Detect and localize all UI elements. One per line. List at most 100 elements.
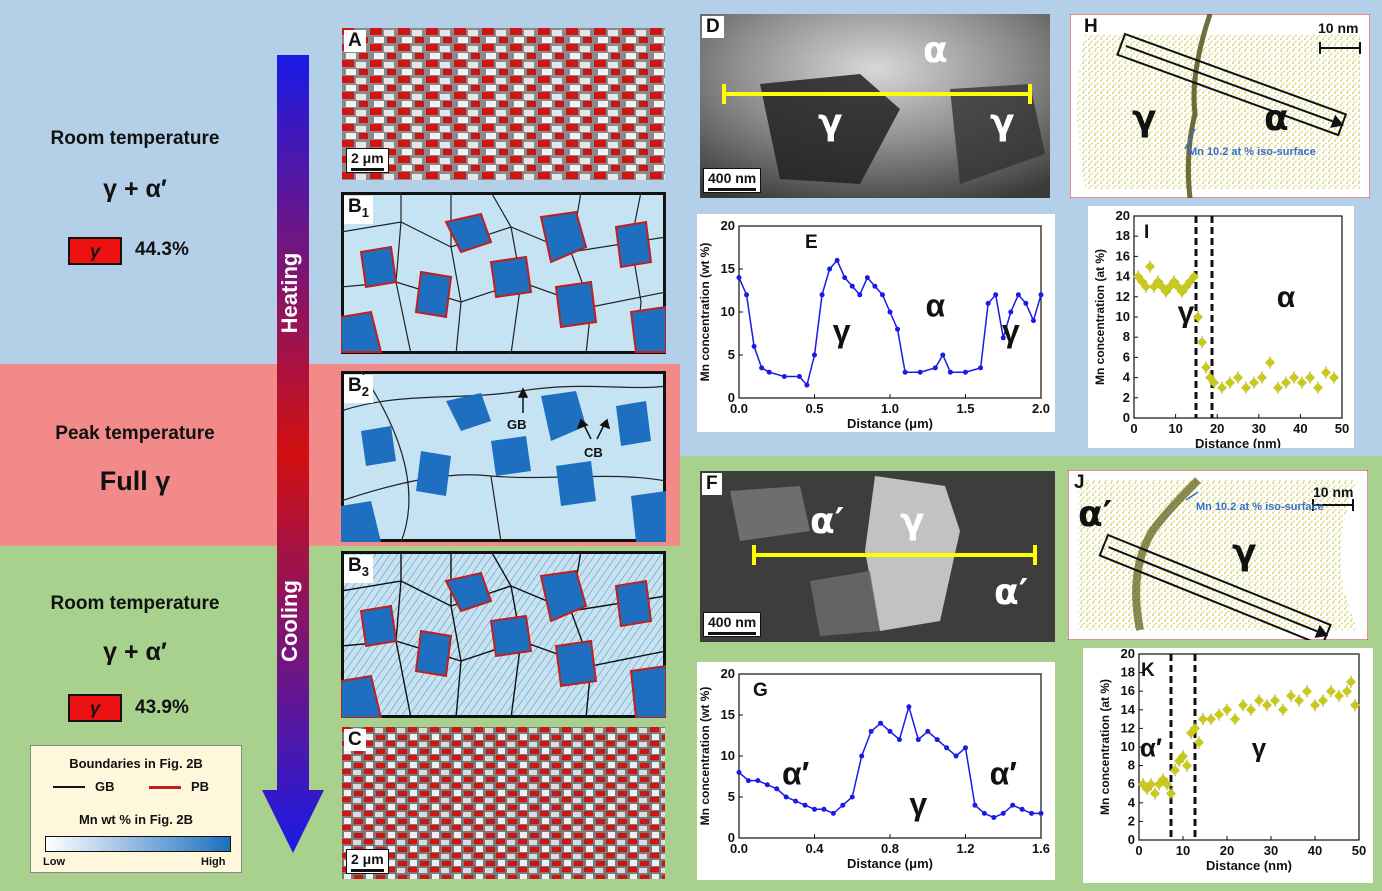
data-point <box>1225 377 1235 388</box>
y-tick-label: 10 <box>1121 739 1135 754</box>
panel-b3-letter-sub: 3 <box>361 563 369 579</box>
x-tick-label: 40 <box>1293 421 1307 436</box>
data-point <box>1000 335 1006 341</box>
x-tick-label: 10 <box>1176 843 1190 858</box>
data-point <box>887 309 893 315</box>
panel-b1-letter-main: B <box>348 196 362 217</box>
phase-annotation: α <box>1277 281 1296 314</box>
data-point <box>1201 362 1211 373</box>
data-point <box>1186 728 1196 739</box>
phase-annotation: γ <box>909 786 927 822</box>
y-tick-label: 20 <box>721 666 735 681</box>
data-point <box>827 266 833 272</box>
panel-b3-schematic <box>341 551 666 718</box>
panel-h-label-alpha: α <box>1264 98 1289 139</box>
panel-h-iso-label: Mn 10.2 at % iso-surface <box>1188 146 1316 158</box>
y-tick-label: 5 <box>728 789 735 804</box>
x-tick-label: 1.2 <box>956 841 974 856</box>
panel-a-letter: A <box>344 30 366 52</box>
panel-b3-letter-main: B <box>348 555 362 576</box>
chart-letter: G <box>753 680 768 701</box>
data-point <box>972 802 978 808</box>
top-gamma-box: γ <box>68 237 122 265</box>
data-point <box>1157 281 1167 292</box>
data-point <box>1178 751 1188 762</box>
data-point <box>755 778 761 784</box>
data-point <box>1321 367 1331 378</box>
data-point <box>759 365 765 371</box>
y-tick-label: 18 <box>1116 228 1130 243</box>
panel-f-label-alpha1: α′ <box>810 501 845 542</box>
data-point <box>1334 690 1344 701</box>
panel-a-map <box>342 28 665 180</box>
peak-state-title: Peak temperature <box>55 423 215 444</box>
panel-a-scale-bar <box>351 168 384 171</box>
y-tick-label: 14 <box>1121 702 1136 717</box>
data-point <box>849 283 855 289</box>
x-tick-label: 0.4 <box>805 841 824 856</box>
data-point <box>774 786 780 792</box>
data-point <box>1286 690 1296 701</box>
data-point <box>1000 810 1006 816</box>
data-point <box>985 300 991 306</box>
phase-annotation: γ <box>1252 732 1267 762</box>
x-tick-label: 30 <box>1252 421 1266 436</box>
data-point <box>1008 309 1014 315</box>
data-point <box>978 365 984 371</box>
data-point <box>932 365 938 371</box>
data-point <box>1029 810 1035 816</box>
y-tick-label: 0 <box>1123 410 1130 425</box>
data-point <box>878 720 884 726</box>
data-point <box>953 753 959 759</box>
x-tick-label: 40 <box>1308 843 1322 858</box>
panel-j-iso-label: Mn 10.2 at % iso-surface <box>1196 501 1324 513</box>
panel-a-scale: 2 μm <box>346 148 389 173</box>
data-point <box>917 369 923 375</box>
data-point <box>1246 704 1256 715</box>
y-tick-label: 0 <box>728 830 735 845</box>
data-point <box>793 798 799 804</box>
data-point <box>766 369 772 375</box>
data-point <box>1262 700 1272 711</box>
data-point <box>830 810 836 816</box>
panel-f-tem <box>700 471 1055 642</box>
x-axis-label: Distance (μm) <box>847 416 933 431</box>
data-point <box>744 292 750 298</box>
y-axis-label: Mn concentration (at %) <box>1098 679 1112 815</box>
x-tick-label: 2.0 <box>1032 401 1050 416</box>
phase-annotation: α′ <box>990 756 1018 792</box>
data-point <box>1185 276 1195 287</box>
phase-annotation: α′ <box>782 756 810 792</box>
data-point <box>1257 372 1267 383</box>
data-point <box>819 292 825 298</box>
data-point <box>1030 318 1036 324</box>
data-point <box>1206 714 1216 725</box>
data-point <box>1209 377 1219 388</box>
data-point <box>859 753 865 759</box>
y-tick-label: 5 <box>728 347 735 362</box>
legend-title-boundaries: Boundaries in Fig. 2B <box>69 756 203 771</box>
legend-gb-label: GB <box>95 779 115 794</box>
phase-annotation: γ <box>1178 296 1195 329</box>
panel-j-label-alpha: α′ <box>1078 494 1113 535</box>
data-point <box>906 704 912 710</box>
data-point <box>783 794 789 800</box>
y-tick-label: 15 <box>721 261 735 276</box>
data-point <box>840 802 846 808</box>
panel-h-label-gamma: γ <box>1132 98 1157 139</box>
y-tick-label: 0 <box>728 390 735 405</box>
data-point <box>1249 377 1259 388</box>
x-tick-label: 30 <box>1264 843 1278 858</box>
legend-pb-label: PB <box>191 779 210 794</box>
data-point <box>1146 779 1156 790</box>
data-point <box>1198 714 1208 725</box>
data-point <box>1138 779 1148 790</box>
panel-j-label-gamma: γ <box>1232 532 1257 573</box>
chart-letter: E <box>805 232 818 253</box>
data-point <box>1182 760 1192 771</box>
panel-a-scale-text: 2 μm <box>351 150 384 166</box>
data-point <box>764 782 770 788</box>
data-point <box>991 815 997 820</box>
